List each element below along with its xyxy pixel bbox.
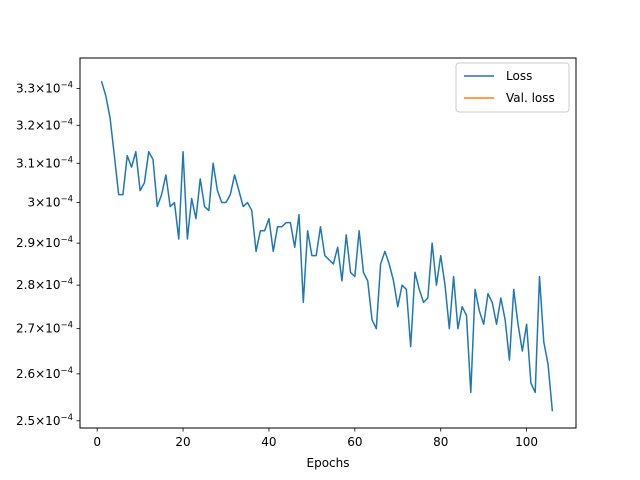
legend: Loss Val. loss [455,62,570,113]
y-tick-label: 3.2×10−4 [16,117,73,132]
x-tick-label: 40 [261,435,276,449]
legend-label-val-loss: Val. loss [506,91,555,105]
y-tick-label: 3.1×10−4 [16,155,73,170]
y-tick-label: 2.9×10−4 [16,235,73,250]
y-ticks: 2.5×10−4 2.6×10−4 2.7×10−4 2.8×10−4 2.9×10−4… [16,80,80,428]
x-ticks: 0 20 40 60 80 100 [93,428,538,449]
plot-frame [79,57,577,429]
x-tick-label: 80 [433,435,448,449]
y-tick-label: 2.8×10−4 [16,277,73,292]
legend-label-loss: Loss [506,69,532,83]
x-axis-label: Epochs [307,456,350,470]
plot-layer [100,80,554,412]
x-tick-label: 60 [347,435,362,449]
x-tick-label: 0 [93,435,101,449]
y-tick-label: 3×10−4 [28,195,74,210]
y-tick-label: 3.3×10−4 [16,80,73,95]
series-line-loss [100,80,554,412]
x-tick-label: 20 [175,435,190,449]
x-tick-label: 100 [515,435,538,449]
y-tick-label: 2.6×10−4 [16,366,73,381]
y-tick-label: 2.7×10−4 [16,321,73,336]
y-tick-label: 2.5×10−4 [16,413,73,428]
